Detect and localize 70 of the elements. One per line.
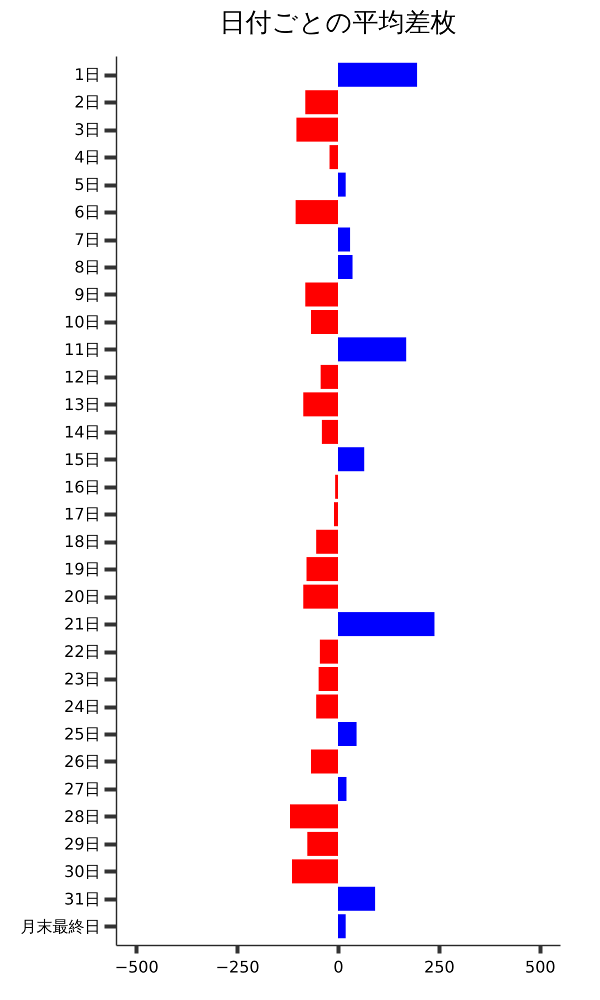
bar bbox=[338, 886, 376, 911]
y-tick-label: 7日 bbox=[74, 230, 100, 250]
y-tick-label: 16日 bbox=[64, 477, 100, 496]
bar bbox=[338, 612, 434, 636]
bar bbox=[334, 502, 338, 526]
bar bbox=[290, 804, 338, 828]
bar bbox=[303, 392, 338, 416]
y-tick-label: 21日 bbox=[64, 614, 100, 634]
y-tick-label: 8日 bbox=[74, 258, 100, 277]
y-tick-label: 10日 bbox=[64, 312, 100, 332]
bar bbox=[305, 282, 338, 306]
bar bbox=[318, 667, 338, 692]
y-tick-label: 23日 bbox=[64, 670, 100, 689]
y-tick-label: 6日 bbox=[74, 202, 100, 222]
y-tick-label: 20日 bbox=[64, 587, 100, 606]
bar bbox=[316, 530, 338, 554]
y-tick-label: 9日 bbox=[74, 284, 100, 304]
y-tick-label: 2日 bbox=[74, 92, 100, 112]
bar bbox=[330, 145, 338, 170]
bar bbox=[322, 420, 338, 444]
y-tick-label: 15日 bbox=[64, 450, 100, 469]
bar bbox=[338, 722, 357, 746]
y-tick-label: 24日 bbox=[64, 697, 100, 716]
bar bbox=[303, 584, 338, 609]
y-tick-label: 3日 bbox=[74, 120, 100, 140]
y-tick-label: 31日 bbox=[64, 889, 100, 908]
y-tick-label: 26日 bbox=[64, 752, 100, 771]
x-tick-label: 0 bbox=[333, 958, 344, 976]
chart-title: 日付ごとの平均差枚 bbox=[220, 8, 456, 38]
y-tick-label: 19日 bbox=[64, 560, 100, 579]
bar bbox=[338, 255, 353, 280]
bar bbox=[310, 749, 338, 774]
y-tick-label: 29日 bbox=[64, 834, 100, 854]
y-tick-label: 5日 bbox=[74, 175, 100, 194]
bar bbox=[338, 776, 346, 801]
bar bbox=[338, 337, 406, 362]
bar bbox=[306, 557, 338, 582]
y-tick-label: 4日 bbox=[74, 148, 100, 167]
y-tick-label: 25日 bbox=[64, 724, 100, 744]
y-tick-label: 1日 bbox=[74, 65, 100, 84]
bar bbox=[338, 447, 364, 472]
bar bbox=[292, 859, 338, 884]
y-tick-label: 17日 bbox=[64, 504, 100, 524]
y-tick-label: 18日 bbox=[64, 532, 100, 552]
bar bbox=[296, 118, 338, 142]
x-tick-label: 250 bbox=[424, 958, 455, 976]
y-tick-label: 月末最終日 bbox=[20, 916, 100, 936]
bar bbox=[320, 364, 338, 389]
y-tick-label: 13日 bbox=[64, 394, 100, 414]
y-tick-label: 28日 bbox=[64, 806, 100, 826]
x-tick-label: −250 bbox=[216, 958, 260, 976]
bar bbox=[296, 200, 338, 224]
y-tick-label: 27日 bbox=[64, 779, 100, 798]
bar bbox=[338, 172, 346, 197]
y-tick-label: 14日 bbox=[64, 422, 100, 442]
x-tick-label: 500 bbox=[525, 958, 556, 976]
y-tick-label: 30日 bbox=[64, 862, 100, 881]
bar bbox=[320, 640, 338, 664]
bar bbox=[338, 914, 346, 938]
y-tick-label: 11日 bbox=[64, 340, 100, 359]
bar bbox=[316, 694, 338, 719]
bar bbox=[307, 832, 338, 856]
bar bbox=[335, 474, 338, 499]
bar bbox=[338, 62, 418, 87]
bar bbox=[310, 310, 338, 334]
y-tick-label: 22日 bbox=[64, 642, 100, 662]
bar bbox=[338, 228, 350, 252]
bar bbox=[305, 90, 338, 114]
x-tick-label: −500 bbox=[114, 958, 159, 976]
y-tick-label: 12日 bbox=[64, 367, 100, 386]
